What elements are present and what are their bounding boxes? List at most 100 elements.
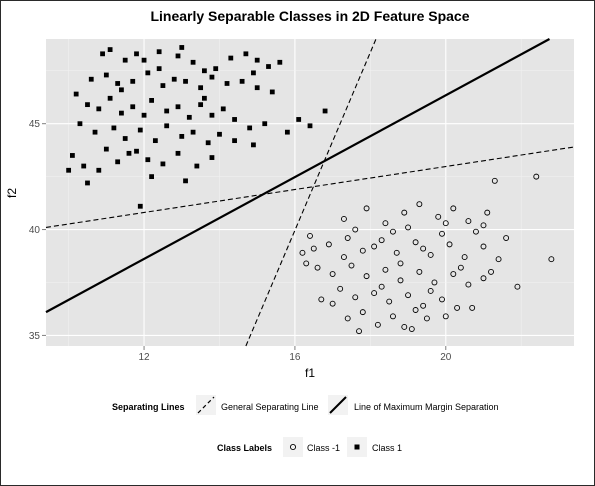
legend-label-maxmargin: Line of Maximum Margin Separation — [354, 402, 499, 412]
class-neg1-point — [378, 283, 385, 290]
class-1-point — [156, 66, 162, 72]
class-1-point — [183, 78, 188, 84]
class-neg1-point — [548, 256, 555, 263]
class-1-point — [175, 104, 181, 110]
class-neg1-point — [397, 277, 404, 284]
class-neg1-point — [446, 241, 453, 248]
class-neg1-point — [307, 232, 313, 239]
class-neg1-point — [348, 262, 355, 269]
class-1-point — [251, 70, 256, 76]
class-neg1-point — [390, 228, 396, 235]
class-1-point — [134, 51, 139, 57]
class-neg1-point — [427, 288, 434, 294]
class-neg1-point — [484, 209, 491, 216]
class-neg1-point — [480, 243, 487, 250]
class-1-point — [186, 114, 192, 120]
class-1-point — [137, 127, 143, 133]
separating-lines — [45, 38, 575, 347]
class-1-point — [164, 123, 170, 129]
class-neg1-point — [371, 243, 378, 250]
class-1-point — [160, 161, 166, 167]
class-1-point — [134, 148, 139, 154]
class-1-point — [284, 129, 290, 135]
class-1-point — [115, 159, 121, 165]
class-1-point — [73, 91, 79, 97]
class-1-point — [205, 140, 211, 146]
class-neg1-point — [303, 260, 310, 267]
class-neg1-point — [374, 321, 381, 328]
class-1-point — [243, 51, 249, 57]
legend-key-class-neg — [283, 437, 303, 457]
class-neg1-point — [412, 239, 419, 246]
class-1-point — [107, 95, 113, 101]
class-neg1-point — [408, 326, 415, 333]
class-1-point — [122, 57, 128, 63]
class-1-point — [175, 150, 181, 156]
class-1-point — [149, 98, 154, 103]
class-1-point — [254, 57, 260, 63]
class-1-point — [239, 78, 245, 84]
legend-swatch-filled-square — [354, 444, 360, 450]
class-1-point — [202, 68, 207, 74]
class-1-point — [322, 108, 328, 114]
class-neg1-point — [431, 279, 438, 286]
class-neg1-point — [439, 296, 445, 303]
legend-key-general — [196, 395, 216, 415]
class-neg1-point — [363, 205, 370, 212]
legend-label-general: General Separating Line — [221, 402, 319, 412]
class-neg1-point — [442, 220, 449, 227]
x-tick-label: 12 — [138, 352, 150, 363]
class-neg1-point — [382, 266, 389, 273]
class-neg1-point — [480, 275, 487, 282]
class-1-point — [232, 138, 237, 144]
x-tick-label: 16 — [289, 352, 301, 363]
class-1-point — [81, 163, 87, 169]
class-neg1-point — [325, 241, 332, 248]
class-1-point — [137, 203, 143, 209]
class-1-point — [209, 74, 215, 80]
class-1-point — [198, 102, 204, 108]
class-1-point — [262, 121, 268, 127]
class-neg1-point — [386, 298, 393, 305]
class-1-point — [220, 106, 226, 112]
axis-ticks: 12 16 20 35 40 45 — [29, 119, 452, 363]
class-1-point — [111, 125, 117, 131]
class-1-point — [190, 129, 196, 135]
class-neg1-point — [337, 285, 344, 292]
class-neg1-point — [480, 222, 487, 229]
class-neg1-point — [314, 264, 321, 271]
class-1-point — [100, 51, 105, 57]
class-neg1-point — [491, 177, 498, 184]
class-neg1-point — [344, 235, 351, 241]
class-1-point — [152, 138, 158, 144]
y-axis-title: f2 — [5, 188, 19, 198]
class-1-point — [130, 78, 136, 84]
class-1-point — [254, 85, 260, 91]
class-1-point — [307, 123, 313, 129]
class-neg1-point — [503, 235, 510, 241]
class-neg1-point — [405, 292, 412, 299]
general-separating-line — [45, 146, 575, 228]
class-1-point — [160, 83, 166, 88]
class-1-point — [103, 72, 109, 78]
class-neg1-point — [495, 256, 502, 263]
class-neg1-point — [356, 328, 362, 335]
class-neg1-point — [465, 281, 472, 288]
class-neg1-point — [359, 309, 366, 316]
class-1-point — [224, 81, 230, 86]
data-points — [66, 45, 555, 335]
class-1-point — [70, 153, 75, 158]
class-neg1-point — [371, 290, 378, 297]
class-1-point — [183, 178, 188, 184]
class-1-point — [232, 117, 237, 122]
class-1-point — [119, 110, 124, 116]
class-1-point — [171, 76, 177, 82]
legend-label-class-pos: Class 1 — [372, 443, 402, 453]
class-1-point — [149, 174, 154, 180]
class-neg1-point — [454, 304, 461, 311]
class-1-point — [145, 157, 151, 163]
class-neg1-point — [412, 307, 419, 313]
class-1-point — [141, 112, 147, 118]
class-neg1-point — [465, 218, 472, 225]
class-1-point — [217, 131, 222, 137]
